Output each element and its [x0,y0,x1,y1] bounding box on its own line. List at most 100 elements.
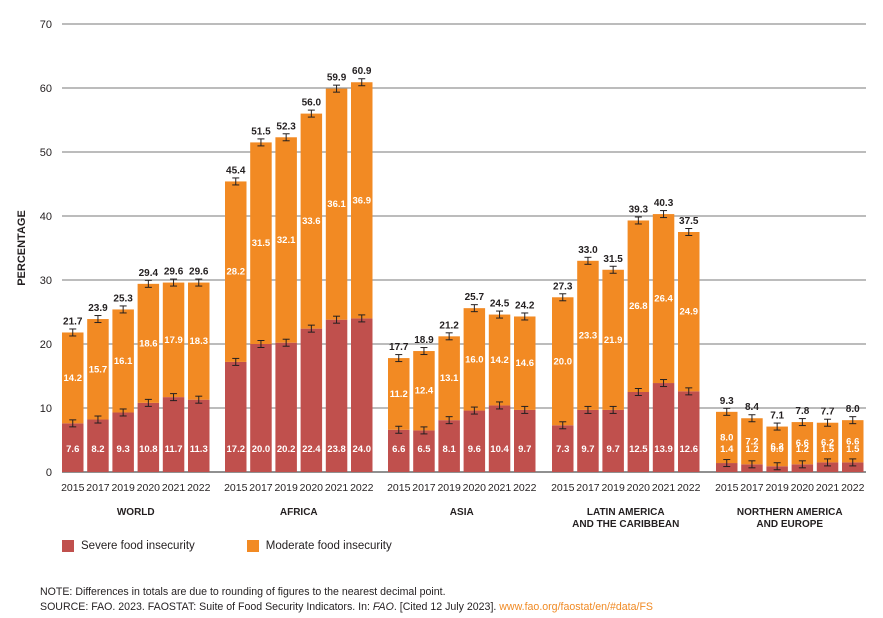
legend-swatch-moderate [246,540,259,552]
data-label-moderate: 18.6 [139,338,158,349]
data-label-moderate: 23.3 [579,330,598,341]
data-label-severe: 0.9 [771,444,784,455]
x-tick-label: 2020 [791,482,815,494]
bar-moderate [250,142,272,344]
bar-moderate [741,418,763,465]
data-label-total: 8.0 [846,404,860,415]
x-tick-label: 2021 [816,482,840,494]
bar-moderate [488,314,511,406]
bar-moderate [413,351,435,431]
x-tick-label: 2019 [437,482,461,494]
data-label-total: 33.0 [578,245,598,256]
x-tick-label: 2015 [551,482,575,494]
stacked-bar-chart: 0 10 20 30 40 50 60 70 PERCENTAGE 7.6 14.2 21.7 2015… [16,19,866,530]
bar-severe [652,383,675,472]
data-label-total: 25.7 [465,292,485,303]
data-label-moderate: 15.7 [89,364,108,375]
bar-severe [325,319,348,472]
bar-moderate [325,88,348,320]
x-tick-label: 2022 [187,482,211,494]
data-label-total: 31.5 [603,254,623,265]
y-tick-label: 60 [40,83,52,95]
bar-moderate [162,282,185,398]
y-tick-label: 50 [40,147,52,159]
bar-severe [250,344,272,472]
data-label-moderate: 26.4 [654,294,673,305]
bar-severe [300,328,323,472]
x-tick-label: 2021 [488,482,512,494]
x-tick-label: 2015 [715,482,739,494]
bar-moderate [514,316,536,410]
data-label-moderate: 26.8 [629,301,648,312]
group-label: WORLD [117,507,155,518]
data-label-moderate: 6.6 [846,436,859,447]
data-label-moderate: 11.2 [390,389,408,400]
data-label-moderate: 21.9 [604,335,623,346]
x-tick-label: 2017 [740,482,764,494]
data-label-severe: 20.0 [252,444,271,455]
bar-moderate [62,332,84,424]
data-label-total: 27.3 [553,281,573,292]
data-label-moderate: 6.6 [796,438,809,449]
group-label: AND THE CARIBBEAN [572,519,679,530]
bar-moderate [716,411,738,464]
x-tick-label: 2021 [652,482,676,494]
data-label-severe: 9.7 [518,444,531,455]
bar-severe [62,423,84,472]
data-label-severe: 6.5 [417,444,431,455]
x-tick-label: 2017 [412,482,436,494]
x-tick-label: 2022 [513,482,537,494]
data-label-total: 39.3 [629,204,649,215]
bar-moderate [463,308,486,411]
bar-moderate [137,283,160,403]
data-label-total: 24.5 [490,299,510,310]
data-label-total: 21.7 [63,316,83,327]
data-label-total: 29.4 [139,268,159,279]
bar-severe [488,405,511,472]
bar-moderate [275,137,297,343]
data-label-moderate: 32.1 [277,235,296,246]
bar-severe [413,430,435,472]
data-label-severe: 1.2 [796,444,809,455]
y-axis-label: PERCENTAGE [16,210,28,286]
data-label-severe: 9.6 [468,444,481,455]
data-label-moderate: 8.0 [720,432,733,443]
data-label-total: 45.4 [226,165,246,176]
data-label-moderate: 33.6 [302,216,321,227]
data-label-moderate: 31.5 [252,238,271,249]
x-tick-label: 2021 [325,482,349,494]
x-tick-label: 2021 [162,482,186,494]
bar-severe [463,410,486,472]
data-label-severe: 11.3 [190,444,208,455]
source-suffix: . [Cited 12 July 2023]. [393,600,500,613]
data-label-severe: 12.5 [629,444,648,455]
bar-moderate [351,82,373,319]
data-label-severe: 1.4 [720,444,734,455]
bar-severe [678,391,700,472]
data-label-severe: 24.0 [353,444,372,455]
source-text: SOURCE: FAO. 2023. FAOSTAT: Suite of Foo… [40,600,653,615]
data-label-moderate: 36.9 [353,195,372,206]
data-label-severe: 12.6 [680,444,699,455]
x-tick-label: 2015 [387,482,411,494]
bar-severe [716,463,738,472]
data-label-severe: 1.5 [821,444,835,455]
bar-moderate [816,422,839,463]
data-label-moderate: 6.2 [821,438,834,449]
data-label-total: 25.3 [113,293,133,304]
bar-moderate [438,336,460,421]
bar-moderate [188,282,210,400]
data-label-moderate: 12.4 [415,386,434,397]
legend-item-severe: Severe food insecurity [62,540,195,552]
bar-moderate [300,113,323,329]
source-italic: FAO [372,600,394,613]
data-label-total: 17.7 [389,342,409,353]
data-label-total: 18.9 [414,335,434,346]
source-link[interactable]: www.fao.org/faostat/en/#data/FS [499,600,653,613]
bar-moderate [87,319,109,420]
bar-severe [112,412,134,472]
y-tick-label: 70 [40,19,52,31]
data-label-severe: 13.9 [654,444,673,455]
group-label: LATIN AMERICA [587,507,665,518]
data-label-severe: 7.6 [66,444,79,455]
